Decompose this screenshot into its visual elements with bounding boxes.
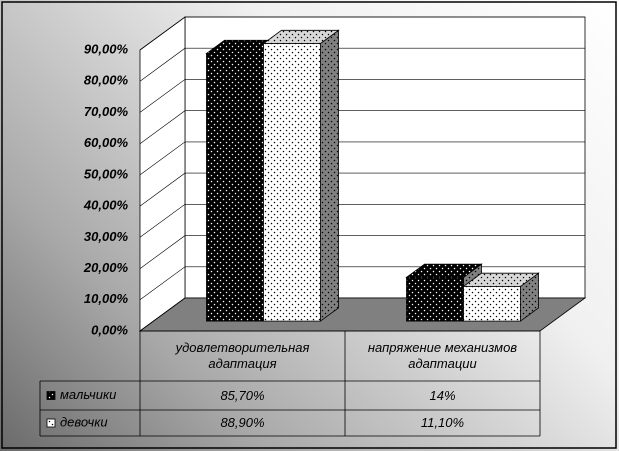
grid-line [139,204,585,238]
legend-key [46,418,56,428]
y-tick-label: 10,00% [84,291,129,306]
grid-line [139,235,585,269]
grid-line [139,110,585,144]
y-tick-label: 80,00% [84,73,129,88]
legend-label: девочки [60,414,108,429]
bar [206,53,264,322]
legend-label: мальчики [60,387,116,402]
bar [263,43,321,322]
side-wall [139,16,186,332]
bar-side [320,29,339,322]
grid-line [139,79,585,113]
grid-line [139,16,585,51]
grid-line [139,47,585,82]
y-tick-label: 60,00% [84,135,129,150]
grid-line [139,172,585,207]
x-tick-label: напряжение механизмов адаптации [367,340,518,371]
y-tick-label: 50,00% [84,166,129,181]
y-tick-label: 40,00% [83,198,129,213]
y-tick-label: 0,00% [91,322,128,337]
y-tick-label: 20,00% [83,260,129,275]
grid-line [139,141,585,176]
value-label: 85,70% [220,387,265,403]
value-label: 11,10% [420,415,465,430]
y-tick-label: 90,00% [84,41,129,56]
value-label: 14% [429,387,456,403]
y-tick-label: 30,00% [84,229,129,244]
y-tick-label: 70,00% [84,104,129,119]
bar [463,286,521,322]
x-tick-label: удовлетворительная адаптация [175,340,310,371]
bar [406,276,464,322]
value-label: 88,90% [220,415,265,430]
legend-key [46,391,56,400]
